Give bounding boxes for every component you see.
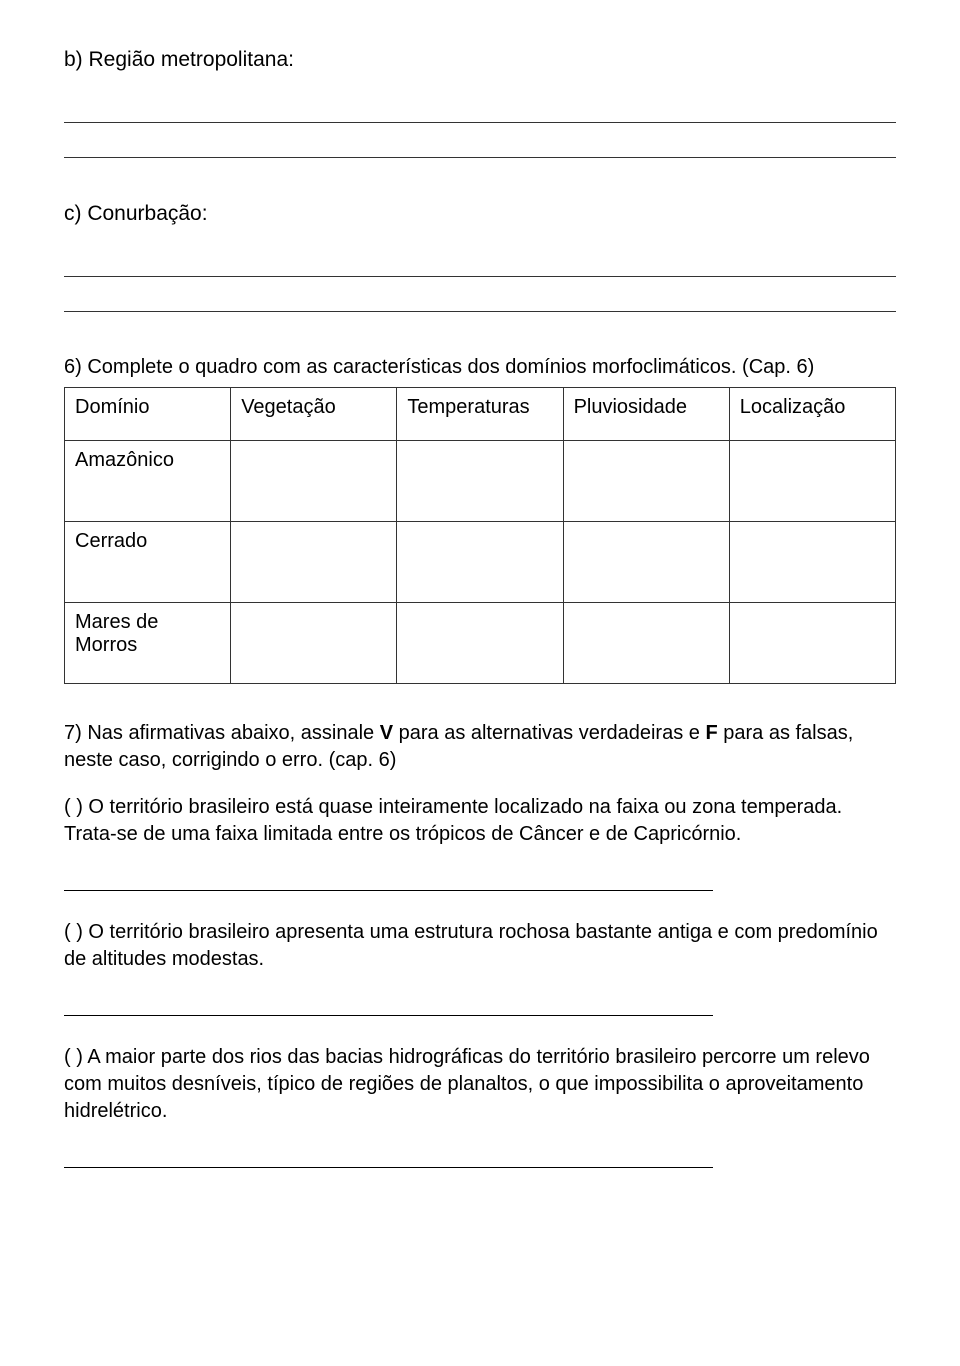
domains-table: Domínio Vegetação Temperaturas Pluviosid… xyxy=(64,387,896,684)
q7-statement-2: ( ) O território brasileiro apresenta um… xyxy=(64,919,896,973)
cell xyxy=(397,522,563,603)
th-pluviosidade: Pluviosidade xyxy=(563,388,729,441)
q7-bold-f: F xyxy=(705,722,717,744)
blank-line xyxy=(64,250,896,277)
q7-intro-mid: para as alternativas verdadeiras e xyxy=(393,722,705,744)
q7-statement-1: ( ) O território brasileiro está quase i… xyxy=(64,794,896,848)
cell xyxy=(729,522,895,603)
cell xyxy=(397,603,563,684)
th-vegetacao: Vegetação xyxy=(231,388,397,441)
q7-intro-pre: 7) Nas afirmativas abaixo, assinale xyxy=(64,722,380,744)
q7-bold-v: V xyxy=(380,722,393,744)
table-row: Mares de Morros xyxy=(65,603,896,684)
cell xyxy=(231,603,397,684)
section-b-label: b) Região metropolitana: xyxy=(64,48,896,72)
th-temperaturas: Temperaturas xyxy=(397,388,563,441)
blank-line xyxy=(64,131,896,158)
cell xyxy=(563,603,729,684)
blank-line xyxy=(64,285,896,312)
cell xyxy=(231,522,397,603)
blank-line xyxy=(64,96,896,123)
row-label: Amazônico xyxy=(65,441,231,522)
table-row: Amazônico xyxy=(65,441,896,522)
cell xyxy=(729,441,895,522)
cell xyxy=(729,603,895,684)
th-localizacao: Localização xyxy=(729,388,895,441)
q6-instruction: 6) Complete o quadro com as característi… xyxy=(64,356,896,379)
q7-intro: 7) Nas afirmativas abaixo, assinale V pa… xyxy=(64,720,896,774)
q7-statement-3: ( ) A maior parte dos rios das bacias hi… xyxy=(64,1044,896,1125)
cell xyxy=(231,441,397,522)
row-label: Cerrado xyxy=(65,522,231,603)
cell xyxy=(397,441,563,522)
table-row: Cerrado xyxy=(65,522,896,603)
cell xyxy=(563,441,729,522)
answer-line xyxy=(64,993,713,1016)
cell xyxy=(563,522,729,603)
table-header-row: Domínio Vegetação Temperaturas Pluviosid… xyxy=(65,388,896,441)
row-label: Mares de Morros xyxy=(65,603,231,684)
section-c-label: c) Conurbação: xyxy=(64,202,896,226)
answer-line xyxy=(64,1145,713,1168)
answer-line xyxy=(64,868,713,891)
th-dominio: Domínio xyxy=(65,388,231,441)
